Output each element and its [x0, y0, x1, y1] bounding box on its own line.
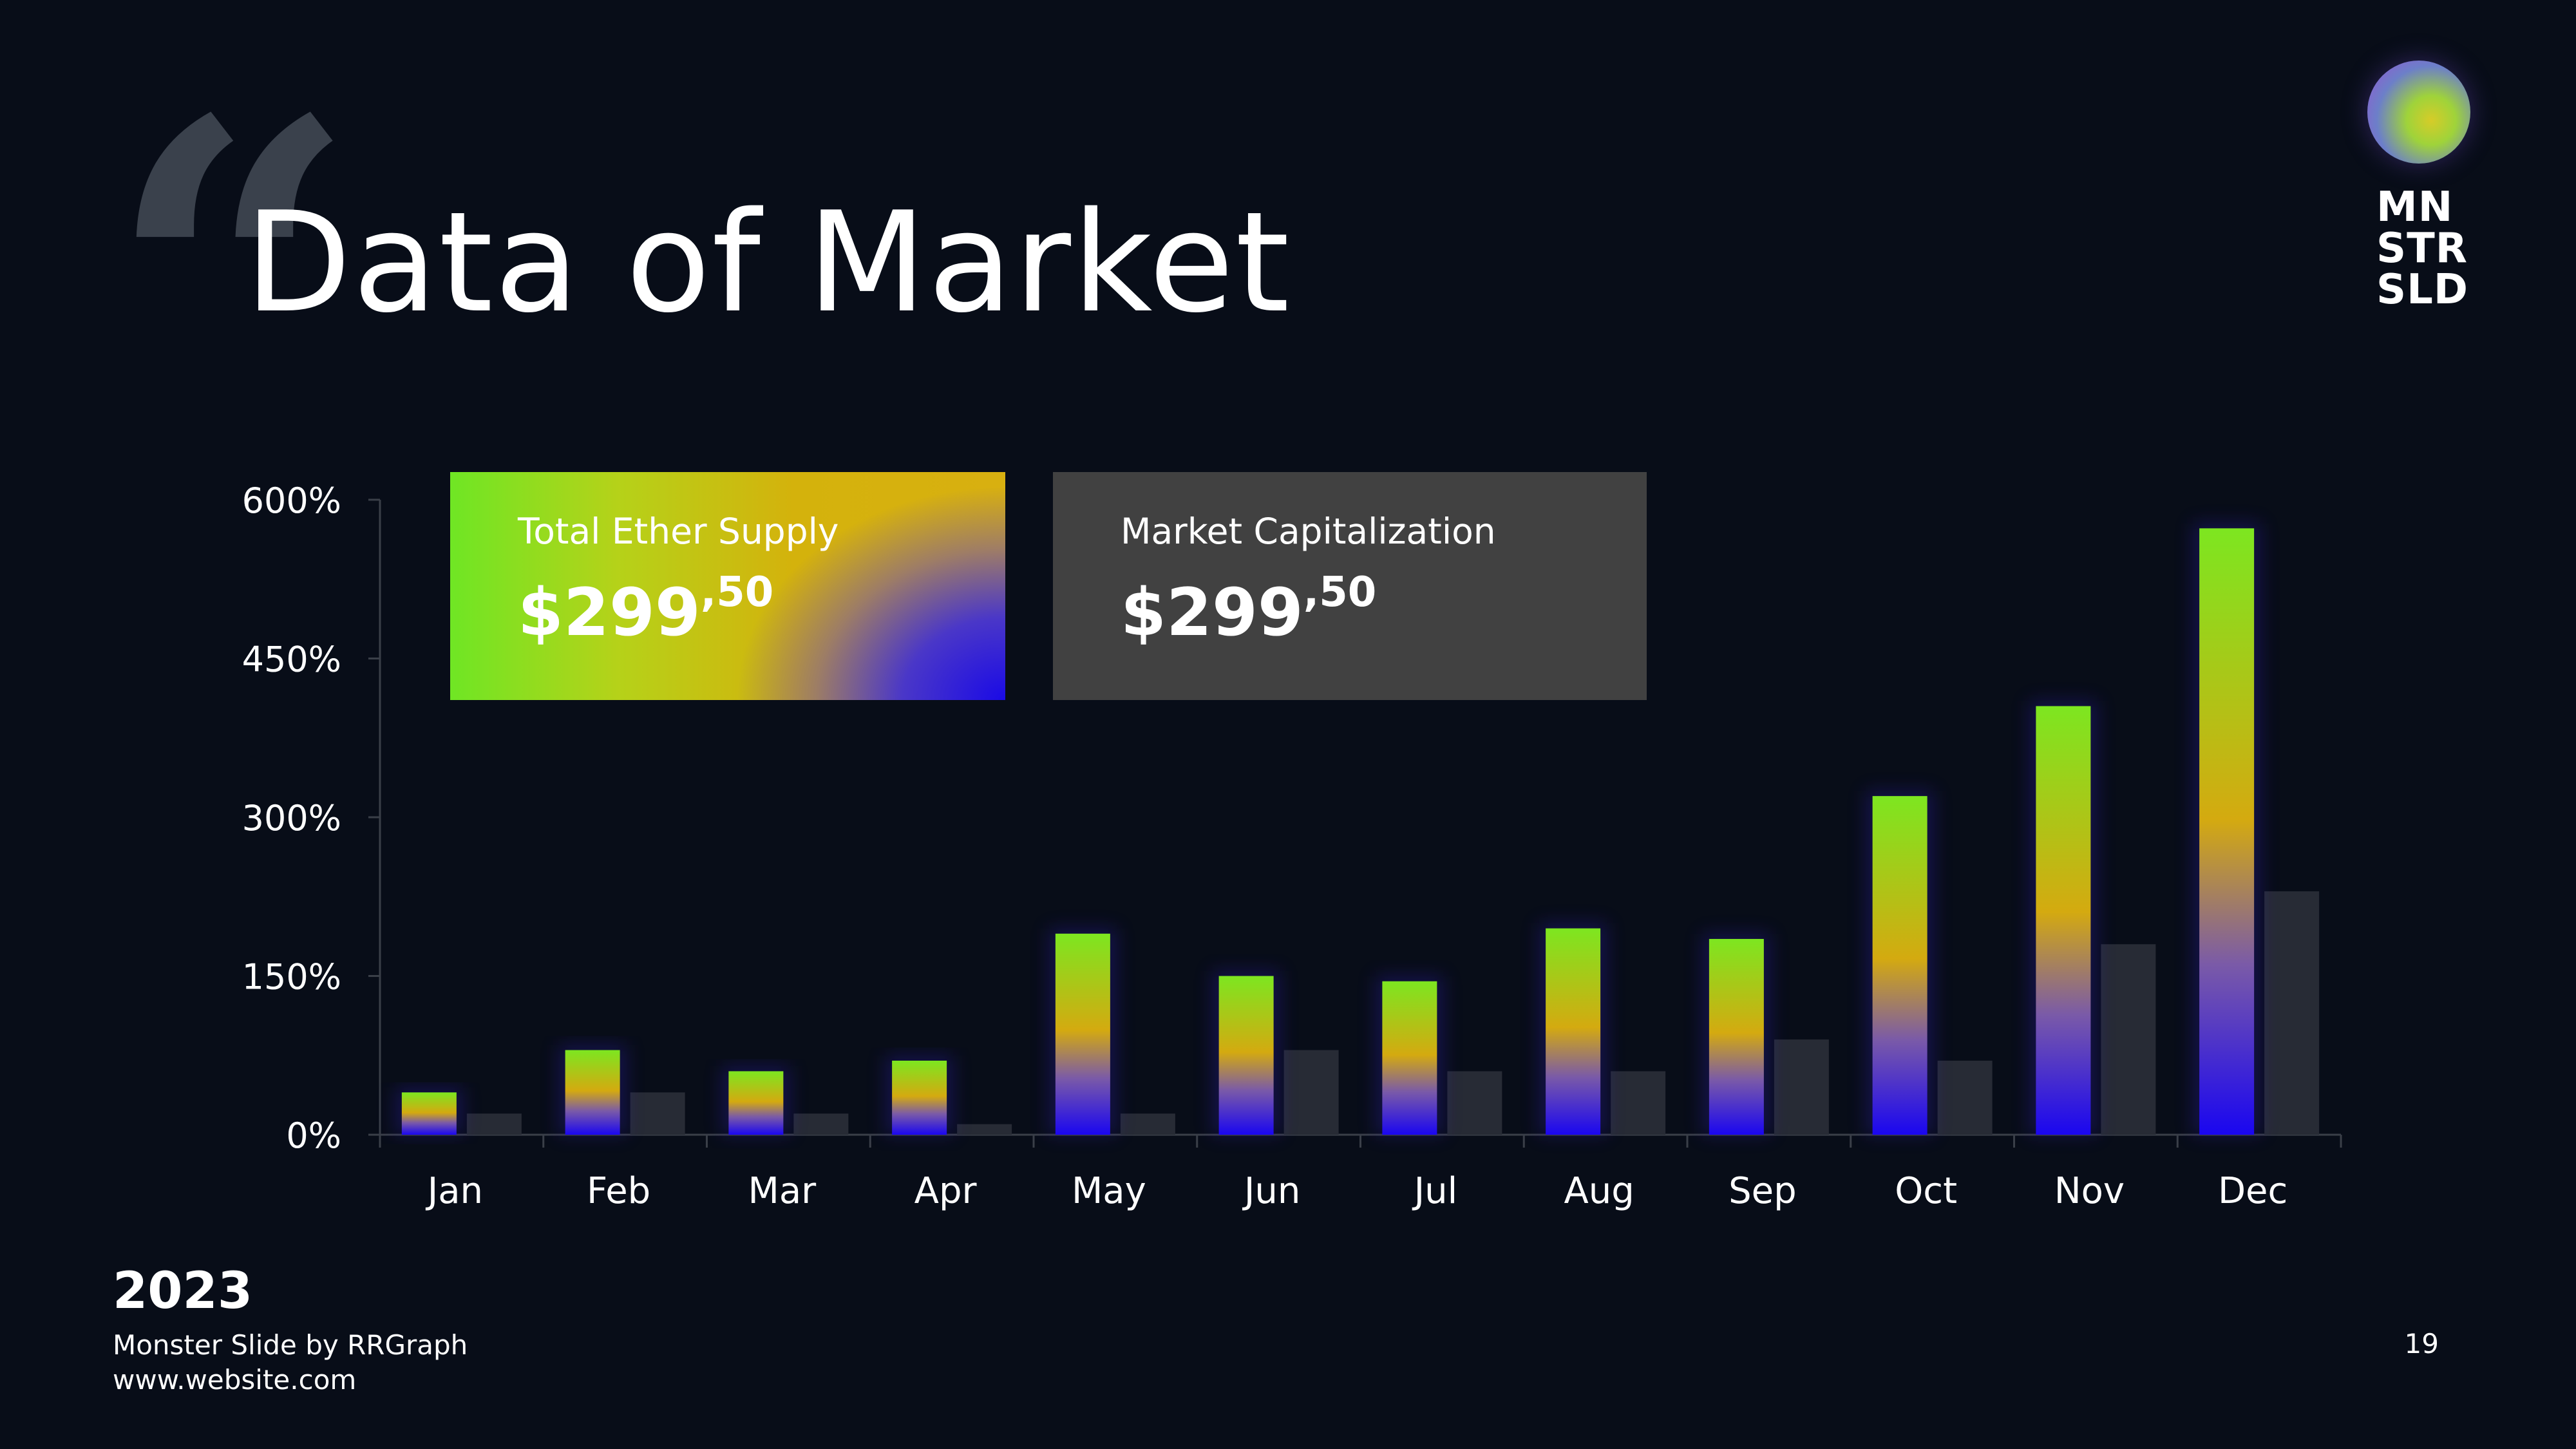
card-value: $299,50 [1121, 569, 1377, 651]
secondary-bar [630, 1092, 685, 1135]
secondary-bar [1774, 1039, 1829, 1135]
card-value: $299,50 [518, 569, 774, 651]
y-tick-label: 300% [242, 798, 341, 838]
footer-year: 2023 [113, 1262, 253, 1320]
brand-logo-text: MN STR SLD [2376, 187, 2468, 310]
secondary-bar [793, 1113, 849, 1135]
logo-line-3: SLD [2376, 266, 2468, 314]
secondary-bar [2101, 944, 2156, 1135]
secondary-bar [1937, 1060, 1993, 1135]
primary-bar [1546, 928, 1601, 1135]
x-tick-label: Jan [426, 1170, 483, 1212]
x-tick-label: Jul [1412, 1170, 1458, 1212]
x-tick-label: Mar [748, 1170, 817, 1212]
x-tick-label: Oct [1895, 1170, 1957, 1212]
card-label: Total Ether Supply [518, 511, 839, 552]
primary-bar [1872, 796, 1927, 1135]
logo-line-1: MN [2376, 184, 2454, 231]
card-value-decimal: ,50 [700, 569, 774, 616]
quote-mark-icon: “ [106, 26, 359, 540]
footer-credit: Monster Slide by RRGraph www.website.com [113, 1328, 468, 1397]
primary-bar [401, 1092, 457, 1135]
secondary-bar [2264, 891, 2320, 1135]
x-tick-label: Jun [1242, 1170, 1301, 1212]
primary-bar [728, 1071, 784, 1135]
y-tick-label: 0% [286, 1115, 341, 1156]
primary-bar [1382, 981, 1437, 1135]
primary-bar [2199, 528, 2255, 1135]
primary-bar [565, 1050, 620, 1135]
y-tick-label: 450% [242, 639, 341, 680]
y-tick-label: 150% [242, 957, 341, 998]
x-tick-label: Nov [2054, 1170, 2125, 1212]
primary-bar [1709, 938, 1764, 1135]
credit-text: Monster Slide by RRGraph [113, 1329, 468, 1361]
website-text: www.website.com [113, 1364, 357, 1396]
x-tick-label: Dec [2218, 1170, 2287, 1212]
market-capitalization-card: Market Capitalization $299,50 [1053, 472, 1647, 700]
secondary-bar [957, 1124, 1012, 1135]
secondary-bar [466, 1113, 522, 1135]
primary-bar [2036, 706, 2091, 1135]
page-number: 19 [2404, 1328, 2439, 1359]
card-value-decimal: ,50 [1303, 569, 1377, 616]
primary-bar [1218, 976, 1274, 1135]
x-tick-label: Sep [1728, 1170, 1797, 1212]
primary-bar [892, 1060, 947, 1135]
x-tick-label: Aug [1564, 1170, 1634, 1212]
primary-bar [1055, 933, 1110, 1135]
secondary-bar [1120, 1113, 1175, 1135]
card-label: Market Capitalization [1121, 511, 1496, 552]
secondary-bar [1447, 1071, 1502, 1135]
x-tick-label: Feb [587, 1170, 650, 1212]
logo-line-2: STR [2376, 225, 2468, 272]
slide-title: Data of Market [245, 182, 1291, 343]
secondary-bar [1611, 1071, 1666, 1135]
x-tick-label: May [1072, 1170, 1146, 1212]
logo-orb-icon [2367, 61, 2470, 164]
x-tick-label: Apr [914, 1170, 978, 1212]
total-ether-supply-card: Total Ether Supply $299,50 [450, 472, 1005, 700]
y-tick-label: 600% [242, 480, 341, 521]
secondary-bar [1283, 1050, 1339, 1135]
